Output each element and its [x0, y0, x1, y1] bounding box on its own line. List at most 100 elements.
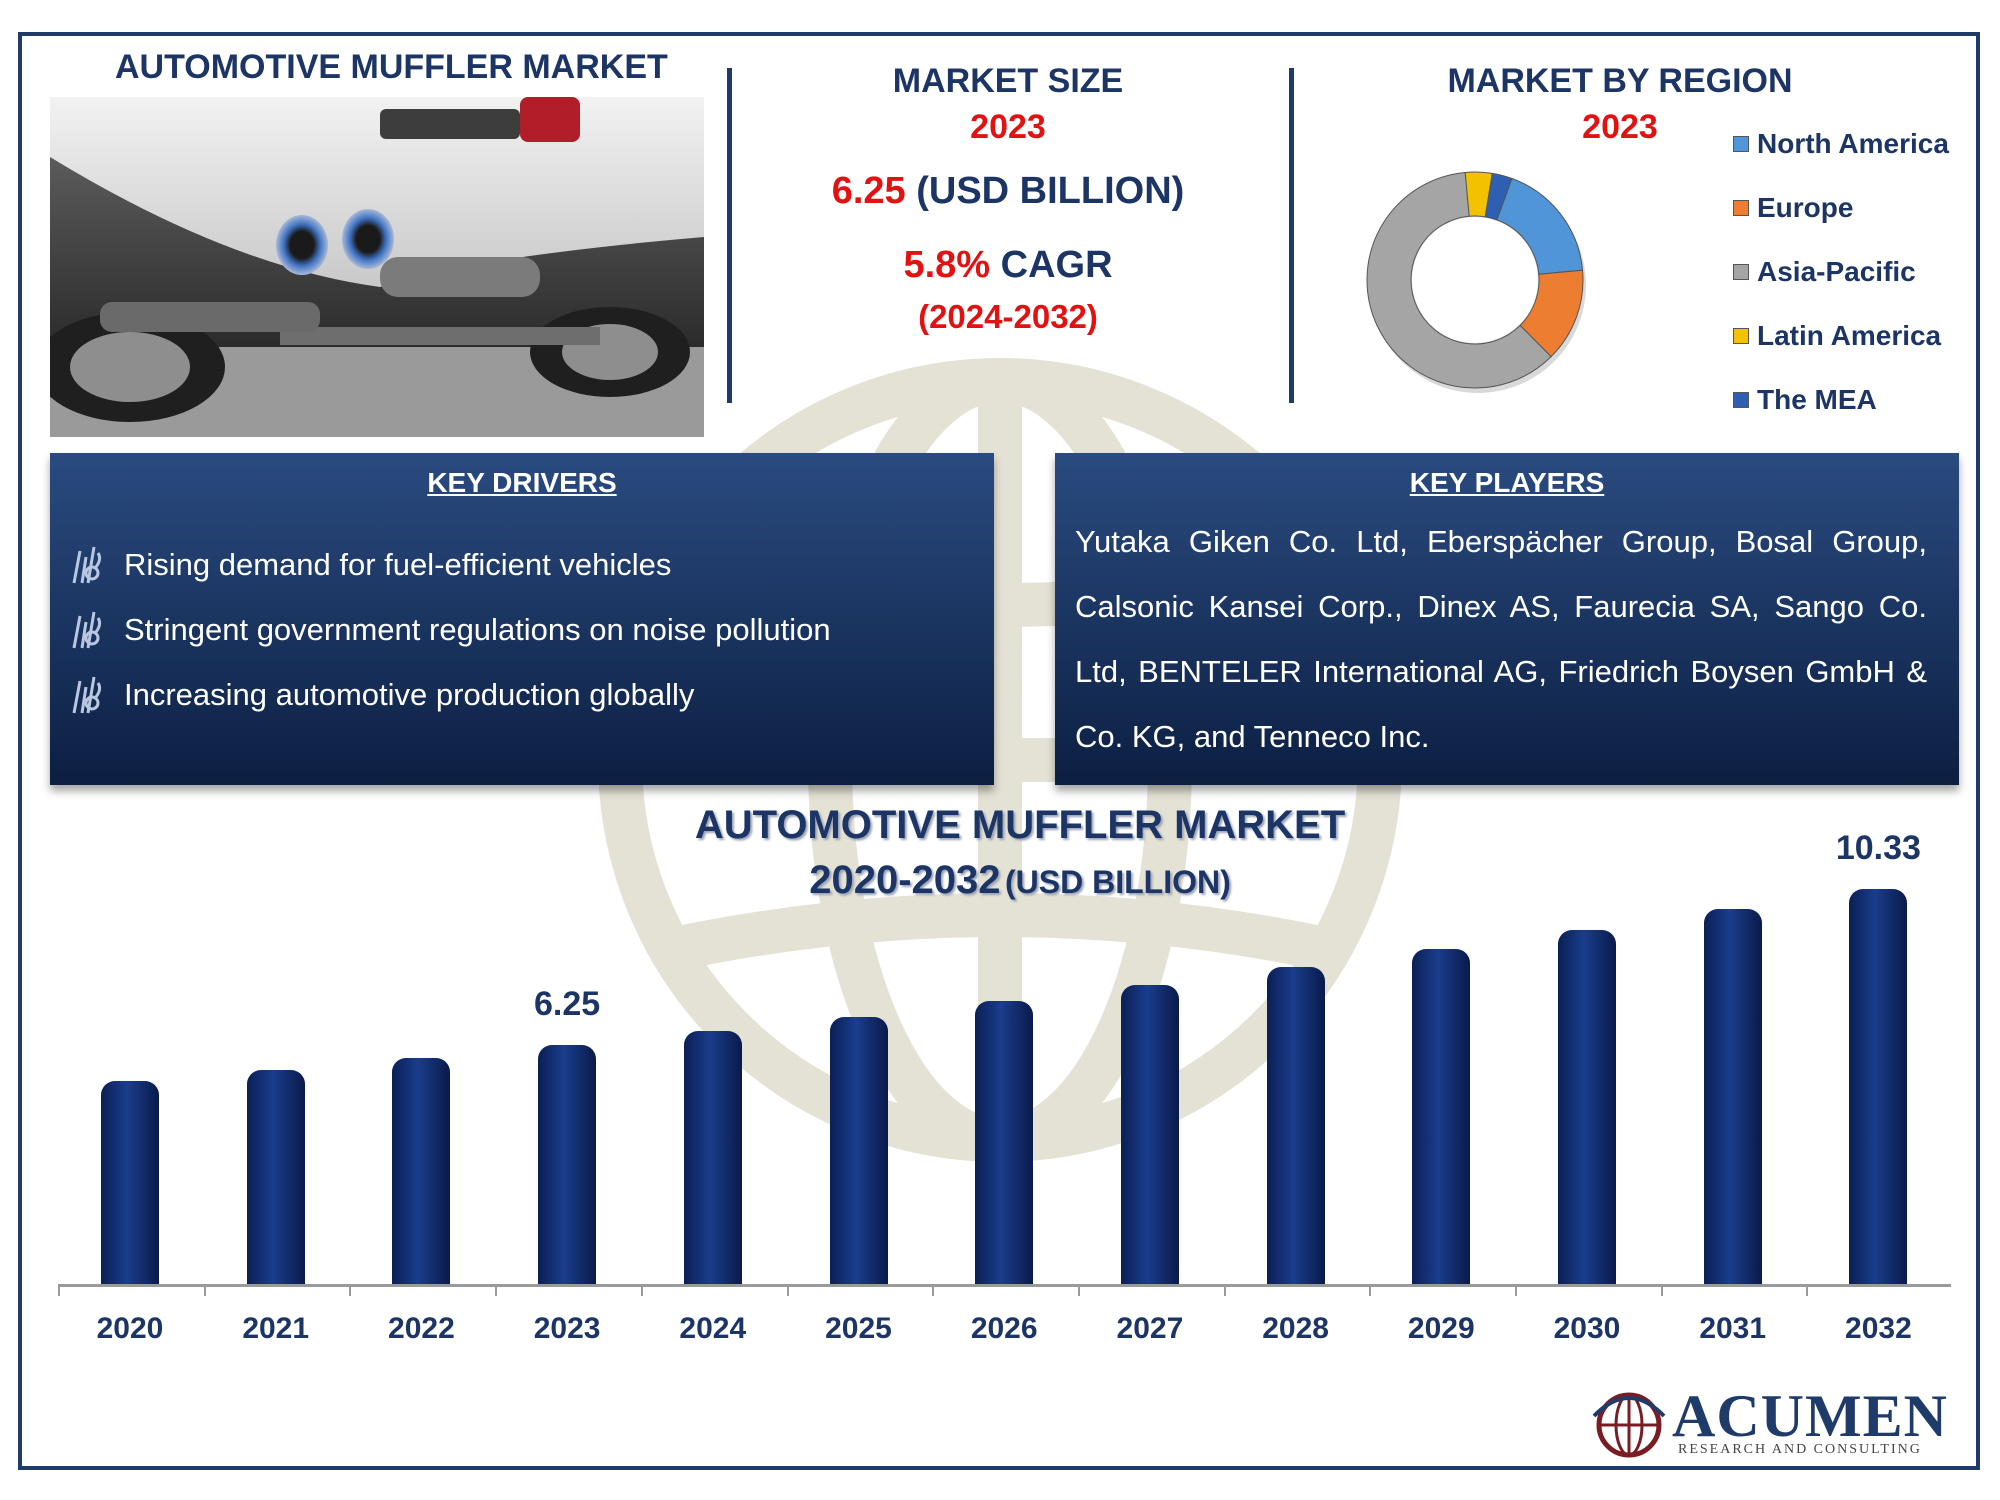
list-item: Increasing automotive production globall… — [68, 673, 694, 717]
legend-label: The MEA — [1757, 384, 1877, 415]
bar-2021 — [246, 1069, 305, 1284]
donut-hole — [1412, 217, 1538, 343]
key-players-panel: KEY PLAYERS Yutaka Giken Co. Ltd, Ebersp… — [1055, 453, 1959, 785]
x-tick-label: 2024 — [679, 1312, 747, 1345]
x-tick-label: 2022 — [388, 1312, 455, 1345]
x-tick-label: 2030 — [1553, 1312, 1621, 1345]
x-axis-tick — [1223, 1284, 1226, 1296]
legend-item: North America — [1733, 128, 1949, 160]
gear-bullet-icon — [72, 546, 102, 584]
legend-item: Europe — [1733, 192, 1853, 224]
bar-2025 — [829, 1016, 888, 1284]
legend-swatch — [1733, 392, 1749, 408]
key-drivers-heading: KEY DRIVERS — [427, 467, 617, 498]
bar-2028 — [1266, 967, 1325, 1284]
legend-label: Asia-Pacific — [1757, 256, 1916, 287]
donut-slice-asia-pacific — [1366, 171, 1552, 389]
legend-label: Latin America — [1757, 320, 1942, 351]
market-size-unit: (USD BILLION) — [916, 170, 1185, 212]
x-tick-label: 2031 — [1699, 1312, 1767, 1345]
x-tick-label: 2025 — [825, 1312, 892, 1345]
legend-swatch — [1733, 136, 1749, 152]
infographic-title: AUTOMOTIVE MUFFLER MARKET — [115, 48, 668, 86]
key-driver-text: Stringent government regulations on nois… — [124, 612, 831, 647]
x-tick-label: 2027 — [1116, 1312, 1184, 1345]
gear-bullet-icon — [72, 676, 102, 714]
cagr-period: (2024-2032) — [918, 298, 1098, 335]
x-axis-tick — [349, 1284, 352, 1296]
bar-2026 — [975, 1001, 1034, 1284]
legend-label: North America — [1757, 128, 1949, 159]
data-label: 6.25 — [534, 985, 601, 1023]
x-tick-label: 2032 — [1845, 1312, 1912, 1345]
cagr-line: 5.8% CAGR — [778, 244, 1238, 287]
x-tick-label: 2026 — [970, 1312, 1038, 1345]
key-driver-text: Increasing automotive production globall… — [124, 677, 695, 712]
legend-item: Latin America — [1733, 320, 1941, 352]
bar-2027 — [1120, 984, 1179, 1284]
key-players-text: Yutaka Giken Co. Ltd, Eberspächer Group,… — [1075, 524, 1927, 754]
donut-slice-the-mea — [1484, 172, 1513, 221]
key-driver-text: Rising demand for fuel-efficient vehicle… — [124, 547, 672, 582]
x-axis-tick — [495, 1284, 498, 1296]
key-players-heading: KEY PLAYERS — [1409, 467, 1605, 498]
acumen-globe-logo-icon — [1592, 1392, 1666, 1458]
bar-chart-subtitle: 2020-2032 (USD BILLION) — [620, 858, 1420, 903]
legend-swatch — [1733, 328, 1749, 344]
region-heading: MARKET BY REGION — [1447, 62, 1793, 100]
cagr-label: CAGR — [1000, 244, 1113, 286]
region-year: 2023 — [1582, 108, 1658, 146]
x-tick-label: 2029 — [1407, 1312, 1475, 1345]
x-axis-tick — [1369, 1284, 1372, 1296]
bar-2030 — [1558, 929, 1616, 1284]
list-item: Stringent government regulations on nois… — [68, 608, 831, 652]
x-axis-tick — [1077, 1284, 1080, 1296]
x-axis-tick — [786, 1284, 789, 1296]
separator-line — [1289, 68, 1294, 403]
legend-swatch — [1733, 264, 1749, 280]
bar-chart-years: 2020-2032 — [809, 858, 1001, 902]
region-donut-chart — [1366, 171, 1586, 393]
market-size-heading: MARKET SIZE — [892, 62, 1124, 100]
acumen-logo-tagline: RESEARCH AND CONSULTING — [1678, 1442, 1922, 1457]
page-frame — [18, 32, 1980, 1470]
bar-2031 — [1703, 908, 1762, 1284]
cagr-value: 5.8% — [903, 244, 991, 286]
x-axis-tick — [932, 1284, 935, 1296]
acumen-logo: ACUMEN RESEARCH AND CONSULTING — [1590, 1380, 1950, 1460]
x-axis-tick — [203, 1284, 206, 1296]
bar-2024 — [683, 1031, 742, 1284]
x-tick-label: 2023 — [533, 1312, 601, 1345]
x-tick-label: 2021 — [242, 1312, 310, 1345]
bar-2029 — [1412, 949, 1471, 1284]
bar-2023 — [538, 1045, 597, 1284]
separator-line — [727, 68, 732, 403]
legend-item: The MEA — [1733, 384, 1877, 416]
x-tick-label: 2028 — [1262, 1312, 1329, 1345]
x-axis-tick — [1660, 1284, 1663, 1296]
x-tick-label: 2020 — [96, 1312, 164, 1345]
legend-label: Europe — [1757, 192, 1854, 223]
key-drivers-panel: KEY DRIVERS Rising demand for fuel-effic… — [50, 453, 994, 785]
legend-swatch — [1733, 200, 1749, 216]
x-axis-tick — [58, 1284, 60, 1296]
market-size-value-line: 6.25 (USD BILLION) — [738, 170, 1278, 213]
bar-2020 — [101, 1081, 159, 1284]
market-size-value: 6.25 — [831, 170, 906, 212]
acumen-logo-name: ACUMEN — [1672, 1383, 1948, 1449]
list-item: Rising demand for fuel-efficient vehicle… — [68, 543, 671, 587]
legend-item: Asia-Pacific — [1733, 256, 1916, 288]
data-label: 10.33 — [1835, 829, 1921, 867]
x-axis-tick — [1515, 1284, 1517, 1296]
exhaust-photo — [50, 97, 704, 437]
x-axis-line — [58, 1284, 1951, 1287]
bar-chart-unit: (USD BILLION) — [1005, 864, 1231, 900]
gear-bullet-icon — [72, 611, 102, 649]
bar-2032 — [1849, 889, 1908, 1284]
bar-2022 — [392, 1058, 451, 1284]
bar-chart-title: AUTOMOTIVE MUFFLER MARKET — [694, 803, 1346, 847]
x-axis-tick — [1806, 1284, 1809, 1296]
market-size-year: 2023 — [970, 108, 1046, 146]
x-axis-tick — [640, 1284, 643, 1296]
